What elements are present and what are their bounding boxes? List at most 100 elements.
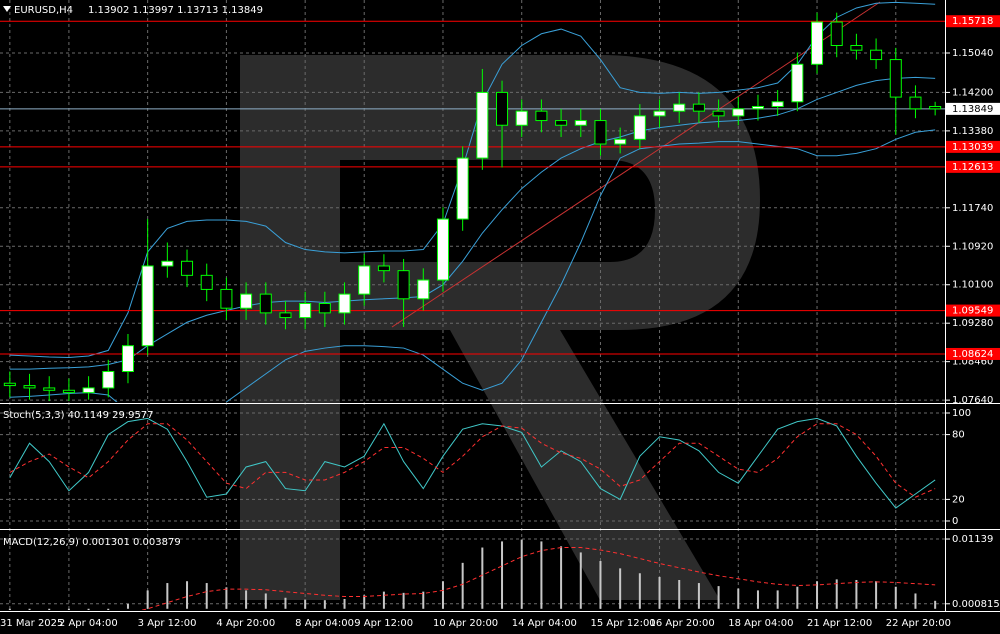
level-label: 1.12613 [952,162,993,173]
symbol-title: EURUSD,H4 [14,5,73,16]
macd-bar [914,593,917,609]
macd-bar [402,592,405,609]
macd-bar [48,608,51,610]
macd-bar [441,581,444,609]
macd-bar [875,581,878,609]
band-middle [9,76,936,370]
macd-bar [205,583,208,609]
candle-body [240,293,253,309]
macd-bar [126,603,129,609]
stoch-line [9,417,936,509]
macd-pane [8,539,937,610]
level-label: 1.09549 [952,306,993,317]
macd-bar [323,600,326,609]
x-tick-label: 31 Mar 2025 [0,618,63,629]
macd-bar [796,586,799,609]
macd-bar [481,547,484,609]
candle-body [555,120,568,126]
x-tick-label: 22 Apr 20:00 [886,618,951,629]
candle-body [653,110,666,117]
y-tick-label: 1.11740 [952,203,993,214]
candle-body [23,385,36,389]
candle-body [62,389,75,394]
y-tick-label: 1.14200 [952,87,993,98]
candle-body [417,279,430,300]
y-tick-label: 0.000815 [952,599,1000,610]
macd-title: MACD(12,26,9) 0.001301 0.003879 [3,537,181,548]
macd-bar [697,583,700,609]
price-summary: 1.13902 1.13997 1.13713 1.13849 [88,5,263,16]
candle-body [181,260,194,276]
macd-bar [934,600,937,609]
macd-bar [619,568,622,609]
candle-body [3,382,16,387]
macd-bar [776,590,779,609]
stoch-title: Stoch(5,3,3) 40.1149 29.9577 [3,410,154,421]
candle-body [82,387,95,394]
macd-bar [225,587,228,609]
level-label-box [946,140,1000,153]
y-tick-label: 1.07640 [952,395,993,406]
candle-body [259,293,272,314]
candle-body [771,101,784,107]
macd-bar [284,597,287,609]
candle-body [633,115,646,140]
candle-body [338,293,351,314]
macd-bar [461,562,464,609]
y-tick-label: 0 [952,516,958,527]
menu-arrow [3,6,11,12]
macd-bar [146,590,149,609]
macd-bar [658,576,661,609]
macd-bar [304,599,307,609]
candle-body [220,288,233,309]
candle-body [791,63,804,103]
macd-bar [638,573,641,609]
stoch-line [9,423,936,498]
level-label-box [946,160,1000,173]
grid [0,0,945,611]
x-tick-label: 15 Apr 12:00 [590,618,655,629]
trend-line [391,1,881,328]
x-tick-label: 16 Apr 20:00 [650,618,715,629]
macd-bar [363,595,366,609]
y-tick-label: 1.13380 [952,126,993,137]
price-pane [0,1,945,402]
macd-bar [560,546,563,609]
macd-bar [67,608,70,610]
candle-body [614,138,627,145]
candle-body [673,103,686,112]
candle-body [397,270,410,300]
macd-bar [894,586,897,609]
macd-bar [186,581,189,609]
candle-body [830,21,843,47]
macd-bar [166,583,169,609]
frame [0,0,1000,612]
stoch-pane [9,417,936,509]
candle-body [358,265,371,295]
candle-body [712,110,725,117]
level-label: 1.13039 [952,142,993,153]
watermark [240,55,760,600]
macd-bar [855,579,858,609]
candle-body [43,387,56,391]
candle-body [279,312,292,319]
candle-body [299,302,312,319]
candle-body [436,218,449,281]
candle-body [121,345,134,373]
macd-bar [87,608,90,610]
candle-body [692,103,705,112]
macd-bar [343,598,346,609]
x-tick-label: 4 Apr 20:00 [216,618,275,629]
candle-body [574,120,587,126]
level-label: 1.15718 [952,16,993,27]
macd-bar [599,561,602,609]
macd-bar [382,591,385,609]
x-tick-label: 9 Apr 12:00 [354,618,413,629]
candle-body [377,265,390,272]
x-tick-label: 14 Apr 04:00 [512,618,577,629]
macd-bar [737,588,740,609]
level-label-box [946,15,1000,28]
candle-body [751,105,764,110]
